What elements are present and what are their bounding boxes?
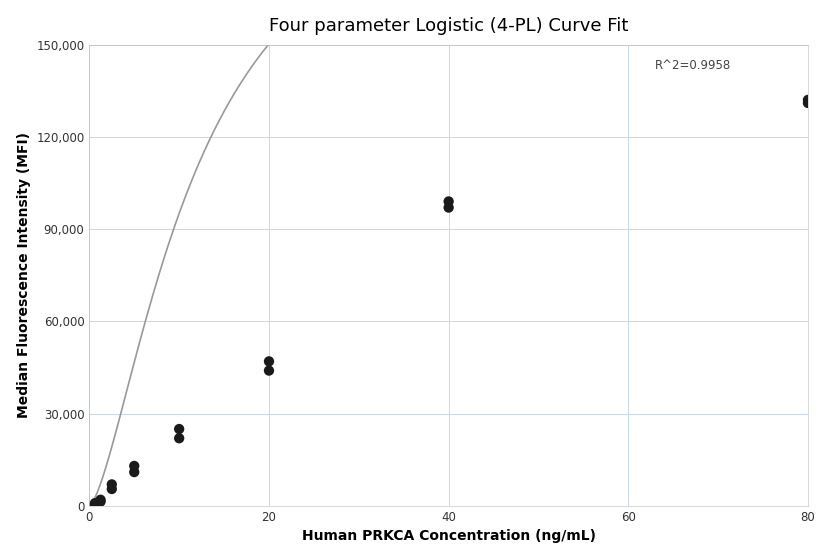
Point bbox=[105, 484, 118, 493]
X-axis label: Human PRKCA Concentration (ng/mL): Human PRKCA Concentration (ng/mL) bbox=[302, 529, 596, 543]
Point bbox=[172, 434, 186, 443]
Point bbox=[127, 461, 141, 470]
Point bbox=[94, 495, 107, 504]
Point bbox=[262, 357, 275, 366]
Point bbox=[442, 203, 455, 212]
Point bbox=[801, 99, 815, 108]
Title: Four parameter Logistic (4-PL) Curve Fit: Four parameter Logistic (4-PL) Curve Fit bbox=[269, 17, 628, 35]
Point bbox=[127, 468, 141, 477]
Y-axis label: Median Fluorescence Intensity (MFI): Median Fluorescence Intensity (MFI) bbox=[17, 132, 31, 418]
Point bbox=[105, 480, 118, 489]
Point bbox=[442, 197, 455, 206]
Point bbox=[88, 500, 102, 509]
Text: R^2=0.9958: R^2=0.9958 bbox=[656, 59, 731, 72]
Point bbox=[801, 95, 815, 104]
Point bbox=[94, 497, 107, 506]
Point bbox=[172, 424, 186, 433]
Point bbox=[88, 498, 102, 507]
Point bbox=[262, 366, 275, 375]
